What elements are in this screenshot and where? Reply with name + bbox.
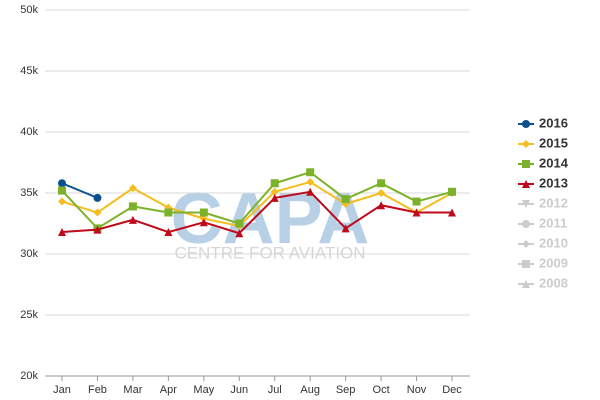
legend-label: 2016 [539, 115, 568, 130]
marker [377, 179, 386, 188]
y-tick-label: 20k [20, 370, 38, 382]
marker [270, 187, 279, 196]
x-tick-label: Dec [442, 384, 462, 396]
marker [128, 215, 137, 224]
legend-label: 2015 [539, 135, 568, 150]
marker [522, 240, 530, 248]
marker [58, 197, 66, 206]
series-line [61, 171, 453, 230]
marker [58, 228, 66, 237]
marker [164, 228, 173, 237]
x-tick-label: Mar [123, 384, 142, 396]
marker [377, 201, 386, 210]
y-tick-label: 40k [20, 126, 38, 138]
x-tick-label: Feb [88, 384, 107, 396]
marker [377, 189, 386, 197]
series-line [61, 190, 452, 235]
marker [306, 168, 315, 177]
x-tick-label: Aug [300, 384, 320, 396]
y-tick-label: 30k [20, 248, 38, 260]
marker [522, 180, 530, 188]
marker [522, 280, 530, 288]
marker [58, 186, 66, 195]
marker [128, 202, 137, 211]
marker [306, 187, 315, 196]
legend: 2016 2015 2014 2013 2012 2011 2010 2009 2008 [518, 115, 569, 290]
marker [199, 208, 208, 217]
x-tick-label: Jun [230, 384, 248, 396]
x-tick-label: Oct [373, 384, 390, 396]
marker [522, 120, 530, 128]
legend-label: 2012 [539, 195, 568, 210]
marker [235, 229, 244, 238]
marker [93, 225, 102, 234]
legend-label: 2014 [539, 155, 569, 170]
marker [270, 179, 279, 188]
legend-label: 2008 [539, 275, 568, 290]
x-tick-label: Apr [160, 384, 177, 396]
marker [93, 193, 102, 202]
y-tick-label: 35k [20, 187, 38, 199]
marker [58, 179, 66, 188]
marker [412, 208, 421, 217]
x-tick-label: Jul [268, 384, 282, 396]
marker [341, 224, 350, 233]
marker [522, 160, 530, 168]
legend-label: 2010 [539, 235, 568, 250]
marker [522, 220, 530, 228]
x-tick-label: Sep [336, 384, 356, 396]
y-tick-label: 50k [20, 4, 38, 16]
marker [522, 200, 530, 208]
marker [306, 178, 315, 187]
y-tick-label: 45k [20, 65, 38, 77]
marker [448, 208, 456, 217]
marker [93, 208, 102, 217]
series-line [61, 180, 453, 228]
marker [341, 195, 350, 204]
y-tick-label: 25k [20, 309, 38, 321]
marker [270, 193, 279, 202]
legend-label: 2011 [539, 215, 567, 230]
legend-label: 2009 [539, 255, 568, 270]
series-line [61, 182, 98, 199]
marker [522, 140, 530, 148]
marker [448, 187, 456, 196]
x-tick-label: May [193, 384, 214, 396]
marker [164, 208, 173, 217]
legend-label: 2013 [539, 175, 568, 190]
x-tick-label: Nov [407, 384, 427, 396]
marker [199, 218, 208, 227]
watermark-subtitle: CENTRE FOR AVIATION [174, 243, 365, 262]
marker [522, 260, 530, 268]
marker [412, 197, 421, 206]
marker [128, 184, 137, 193]
x-tick-label: Jan [53, 384, 71, 396]
marker [235, 219, 244, 228]
